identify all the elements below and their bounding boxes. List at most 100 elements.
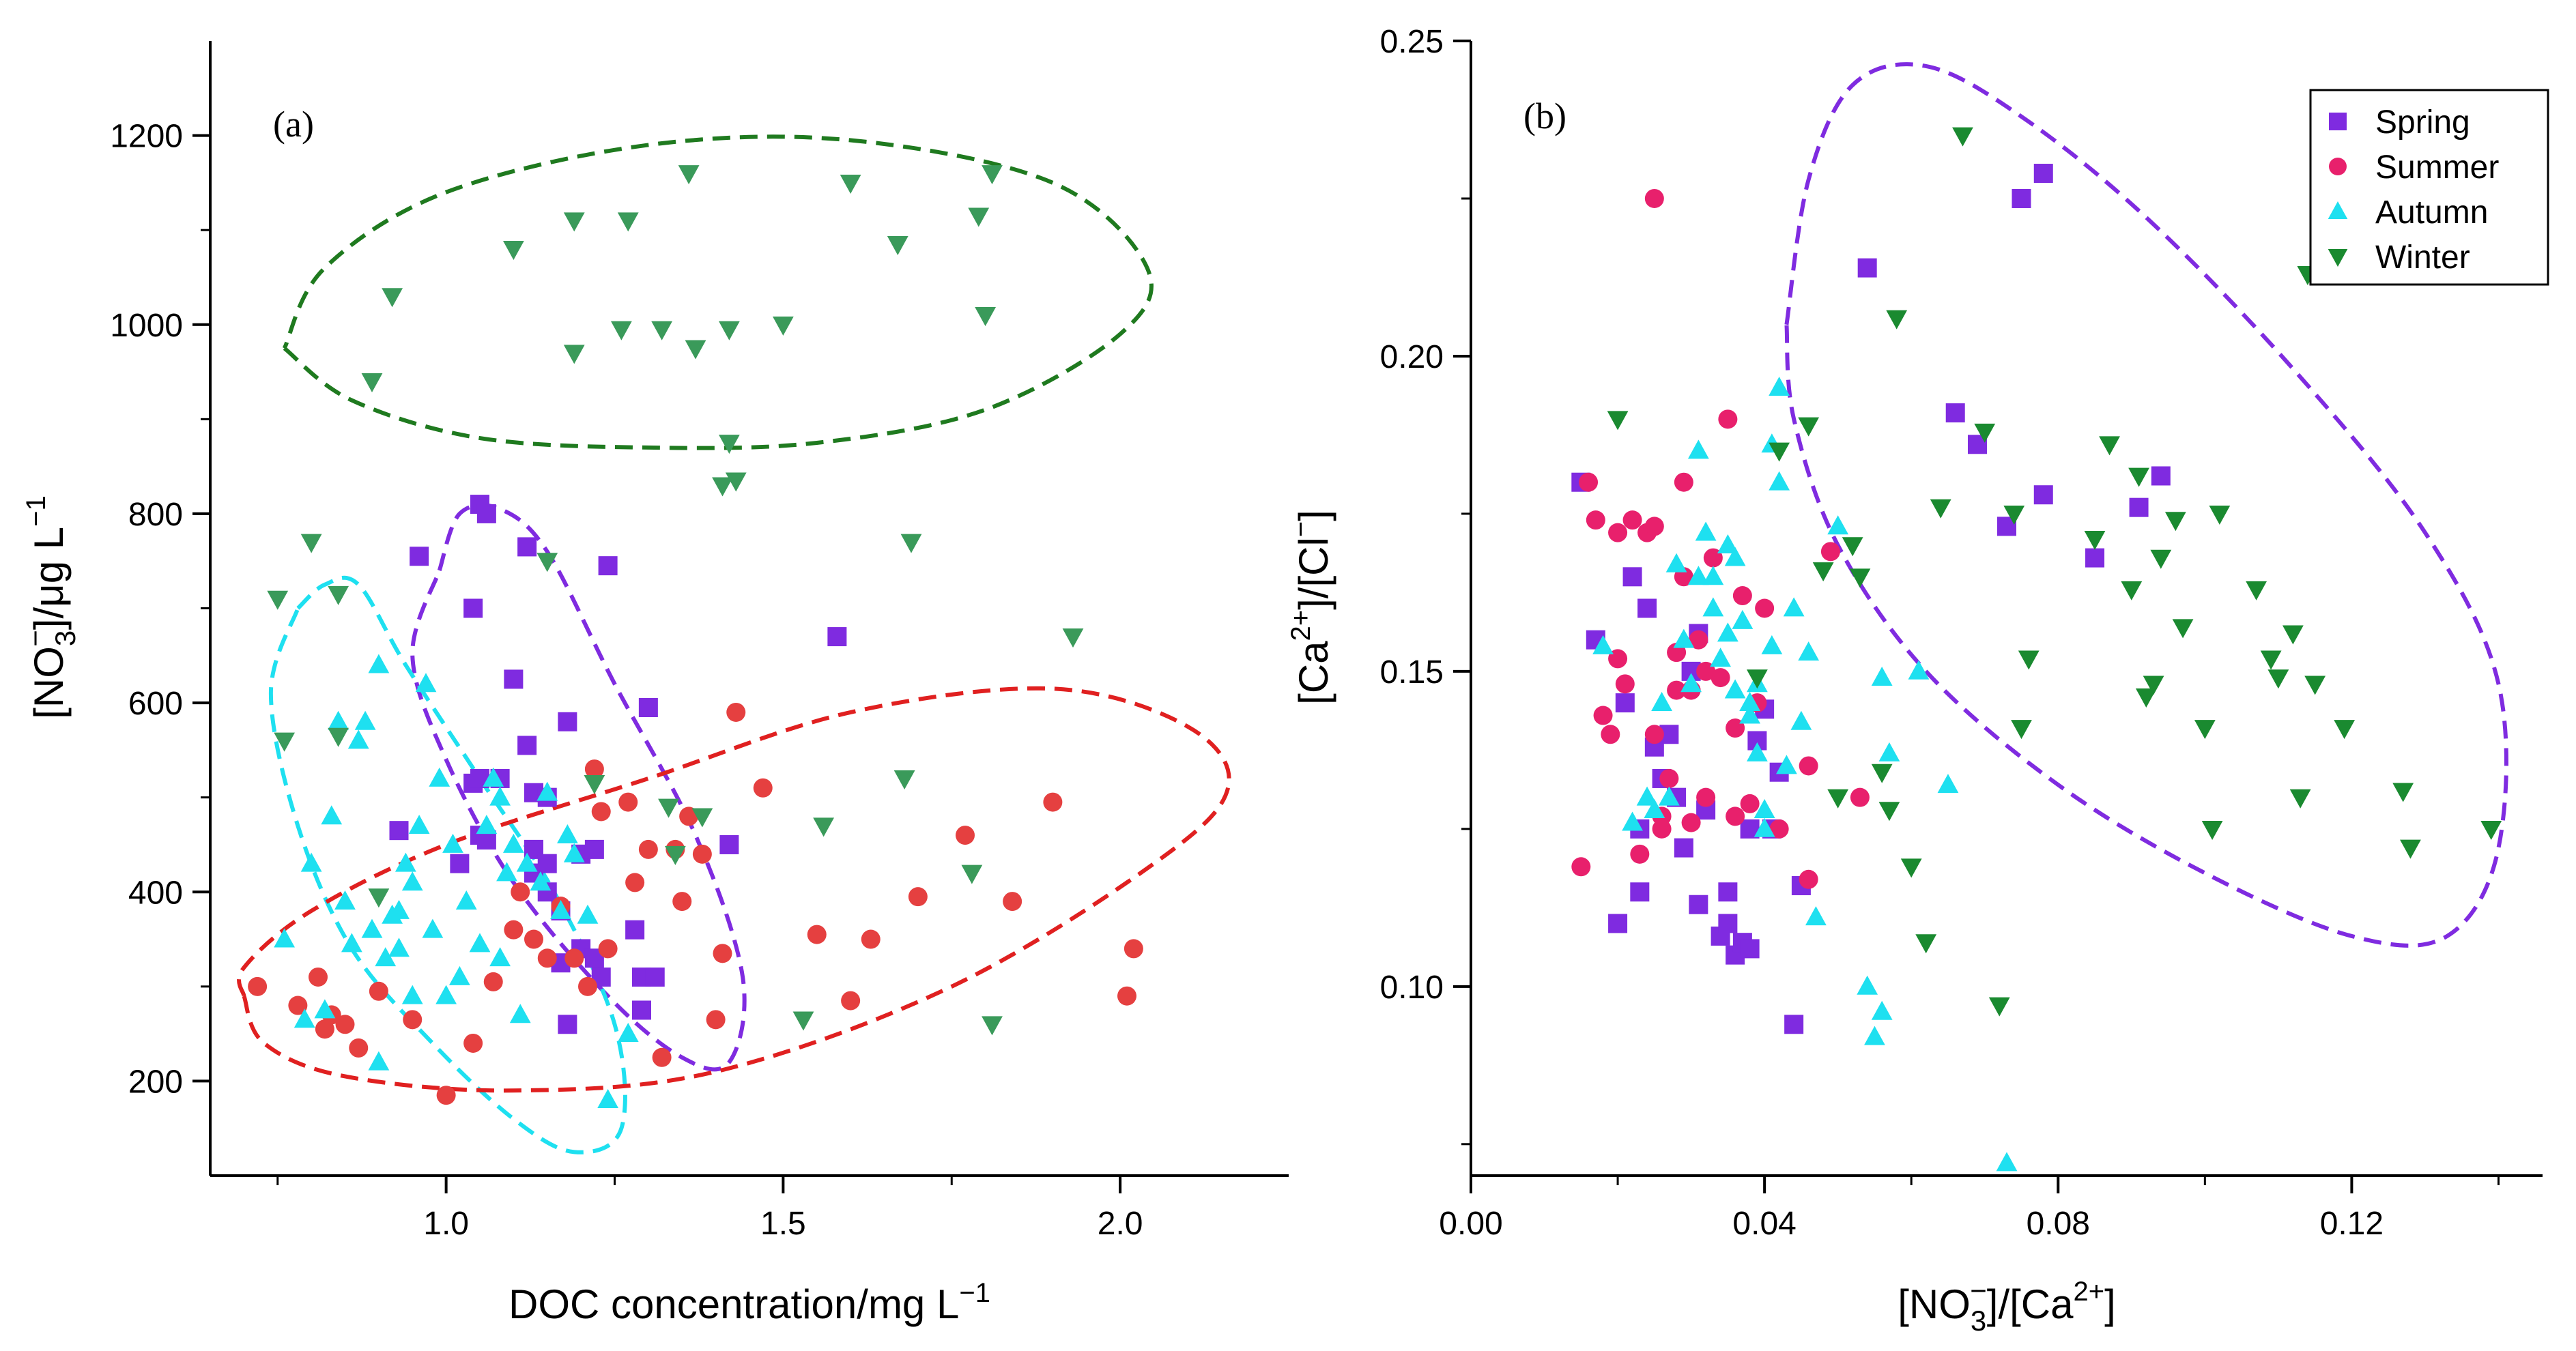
- b-point-summer: [1674, 472, 1693, 492]
- legend: Spring Summer Autumn Winter: [2309, 89, 2549, 286]
- b-point-summer: [1820, 542, 1840, 562]
- b-point-autumn: [1673, 628, 1695, 648]
- b-data-points: [1571, 127, 2502, 1172]
- a-point-autumn: [395, 852, 416, 872]
- legend-marker-winter: [2328, 248, 2348, 267]
- b-series-spring: [1571, 164, 2171, 1034]
- a-point-winter: [718, 435, 740, 454]
- b-point-spring: [2012, 188, 2031, 208]
- b-point-summer: [1571, 857, 1591, 877]
- b-point-winter: [2099, 436, 2120, 456]
- b-point-winter: [2209, 506, 2231, 525]
- a-point-autumn: [476, 815, 498, 834]
- a-point-autumn: [415, 673, 437, 693]
- b-point-autumn: [1746, 742, 1768, 761]
- legend-label-winter: Winter: [2375, 239, 2470, 276]
- b-point-spring: [2033, 485, 2053, 505]
- b-series-autumn: [1592, 377, 2018, 1172]
- a-point-winter: [610, 321, 632, 340]
- a-point-autumn: [448, 965, 470, 985]
- legend-marker-spring: [2329, 113, 2347, 130]
- b-point-spring: [1689, 895, 1708, 914]
- a-point-autumn: [597, 1089, 619, 1109]
- b-y-tick-label: 0.10: [1380, 970, 1444, 1006]
- b-point-summer: [1696, 787, 1716, 807]
- a-point-summer: [908, 887, 928, 907]
- b-x-tick-label: 0.00: [1439, 1206, 1502, 1242]
- a-point-winter: [368, 888, 390, 908]
- a-point-autumn: [469, 933, 491, 953]
- b-point-summer: [1579, 472, 1599, 492]
- legend-item-spring: Spring: [2329, 104, 2470, 141]
- b-point-autumn: [1658, 786, 1680, 806]
- b-point-winter: [2150, 549, 2172, 569]
- b-point-autumn: [1996, 1152, 2018, 1172]
- b-point-winter: [1900, 858, 1922, 878]
- b-point-summer: [1799, 869, 1818, 889]
- a-point-autumn: [530, 871, 552, 891]
- a-point-winter: [563, 212, 585, 232]
- b-x-tick-label: 0.08: [2027, 1206, 2090, 1242]
- b-point-autumn: [1783, 597, 1805, 617]
- b-point-autumn: [1864, 1026, 1885, 1045]
- a-point-summer: [1003, 892, 1022, 912]
- a-point-autumn: [496, 862, 517, 882]
- b-point-autumn: [1651, 691, 1672, 711]
- b-point-spring: [2151, 466, 2171, 486]
- a-point-winter: [651, 321, 673, 340]
- a-x-axis-title: DOC concentration/mg L−1: [509, 1278, 990, 1327]
- b-point-summer: [1622, 510, 1642, 530]
- a-point-spring: [638, 698, 658, 718]
- a-point-summer: [726, 702, 746, 722]
- a-point-spring: [517, 537, 537, 557]
- b-point-summer: [1711, 668, 1730, 688]
- b-point-autumn: [1665, 553, 1687, 572]
- a-point-summer: [537, 948, 557, 968]
- b-point-summer: [1644, 725, 1664, 744]
- a-point-winter: [691, 808, 713, 828]
- a-series-winter: [267, 165, 1084, 1036]
- b-point-summer: [1850, 787, 1870, 807]
- a-point-summer: [511, 882, 530, 902]
- b-point-summer: [1681, 813, 1701, 832]
- b-point-winter: [2135, 688, 2157, 708]
- a-point-autumn: [300, 852, 322, 872]
- a-y-tick-label: 1000: [110, 308, 183, 344]
- a-x-tick-label: 2.0: [1098, 1206, 1143, 1242]
- a-point-spring: [827, 627, 847, 647]
- a-point-autumn: [455, 890, 477, 910]
- a-x-tick-label: 1.5: [760, 1206, 806, 1242]
- b-y-tick-label: 0.15: [1380, 654, 1444, 691]
- a-ellipse-winter: [282, 134, 1154, 450]
- b-x-tick-label: 0.12: [2320, 1206, 2384, 1242]
- b-point-winter: [2201, 820, 2223, 840]
- a-point-winter: [813, 817, 835, 837]
- a-point-autumn: [341, 933, 362, 953]
- b-point-autumn: [1790, 710, 1812, 730]
- b-point-spring: [2129, 497, 2149, 517]
- a-point-summer: [807, 925, 827, 944]
- b-point-winter: [2246, 581, 2267, 600]
- a-point-autumn: [408, 815, 430, 834]
- a-y-axis-title: [NO3−]/μg L−1: [19, 495, 81, 719]
- a-ticks: 1.0 1.5 2.0 200 400 600 800 1000 1200: [110, 119, 1143, 1242]
- a-point-summer: [578, 976, 597, 996]
- b-point-spring: [1615, 693, 1635, 713]
- a-point-summer: [349, 1038, 369, 1058]
- b-y-tick-label: 0.20: [1380, 339, 1444, 375]
- b-point-winter: [1974, 423, 1996, 443]
- a-point-autumn: [489, 786, 511, 806]
- a-point-summer: [436, 1086, 456, 1105]
- b-point-winter: [1842, 537, 1863, 557]
- b-point-summer: [1593, 706, 1613, 725]
- b-point-winter: [2392, 783, 2414, 802]
- a-point-autumn: [550, 899, 571, 919]
- a-point-summer: [335, 1015, 355, 1034]
- b-point-summer: [1608, 523, 1628, 542]
- legend-item-summer: Summer: [2329, 149, 2499, 186]
- a-point-summer: [638, 839, 658, 859]
- b-point-autumn: [1769, 471, 1790, 491]
- b-point-winter: [1827, 789, 1849, 809]
- a-point-summer: [564, 948, 584, 968]
- b-point-winter: [1930, 499, 1951, 519]
